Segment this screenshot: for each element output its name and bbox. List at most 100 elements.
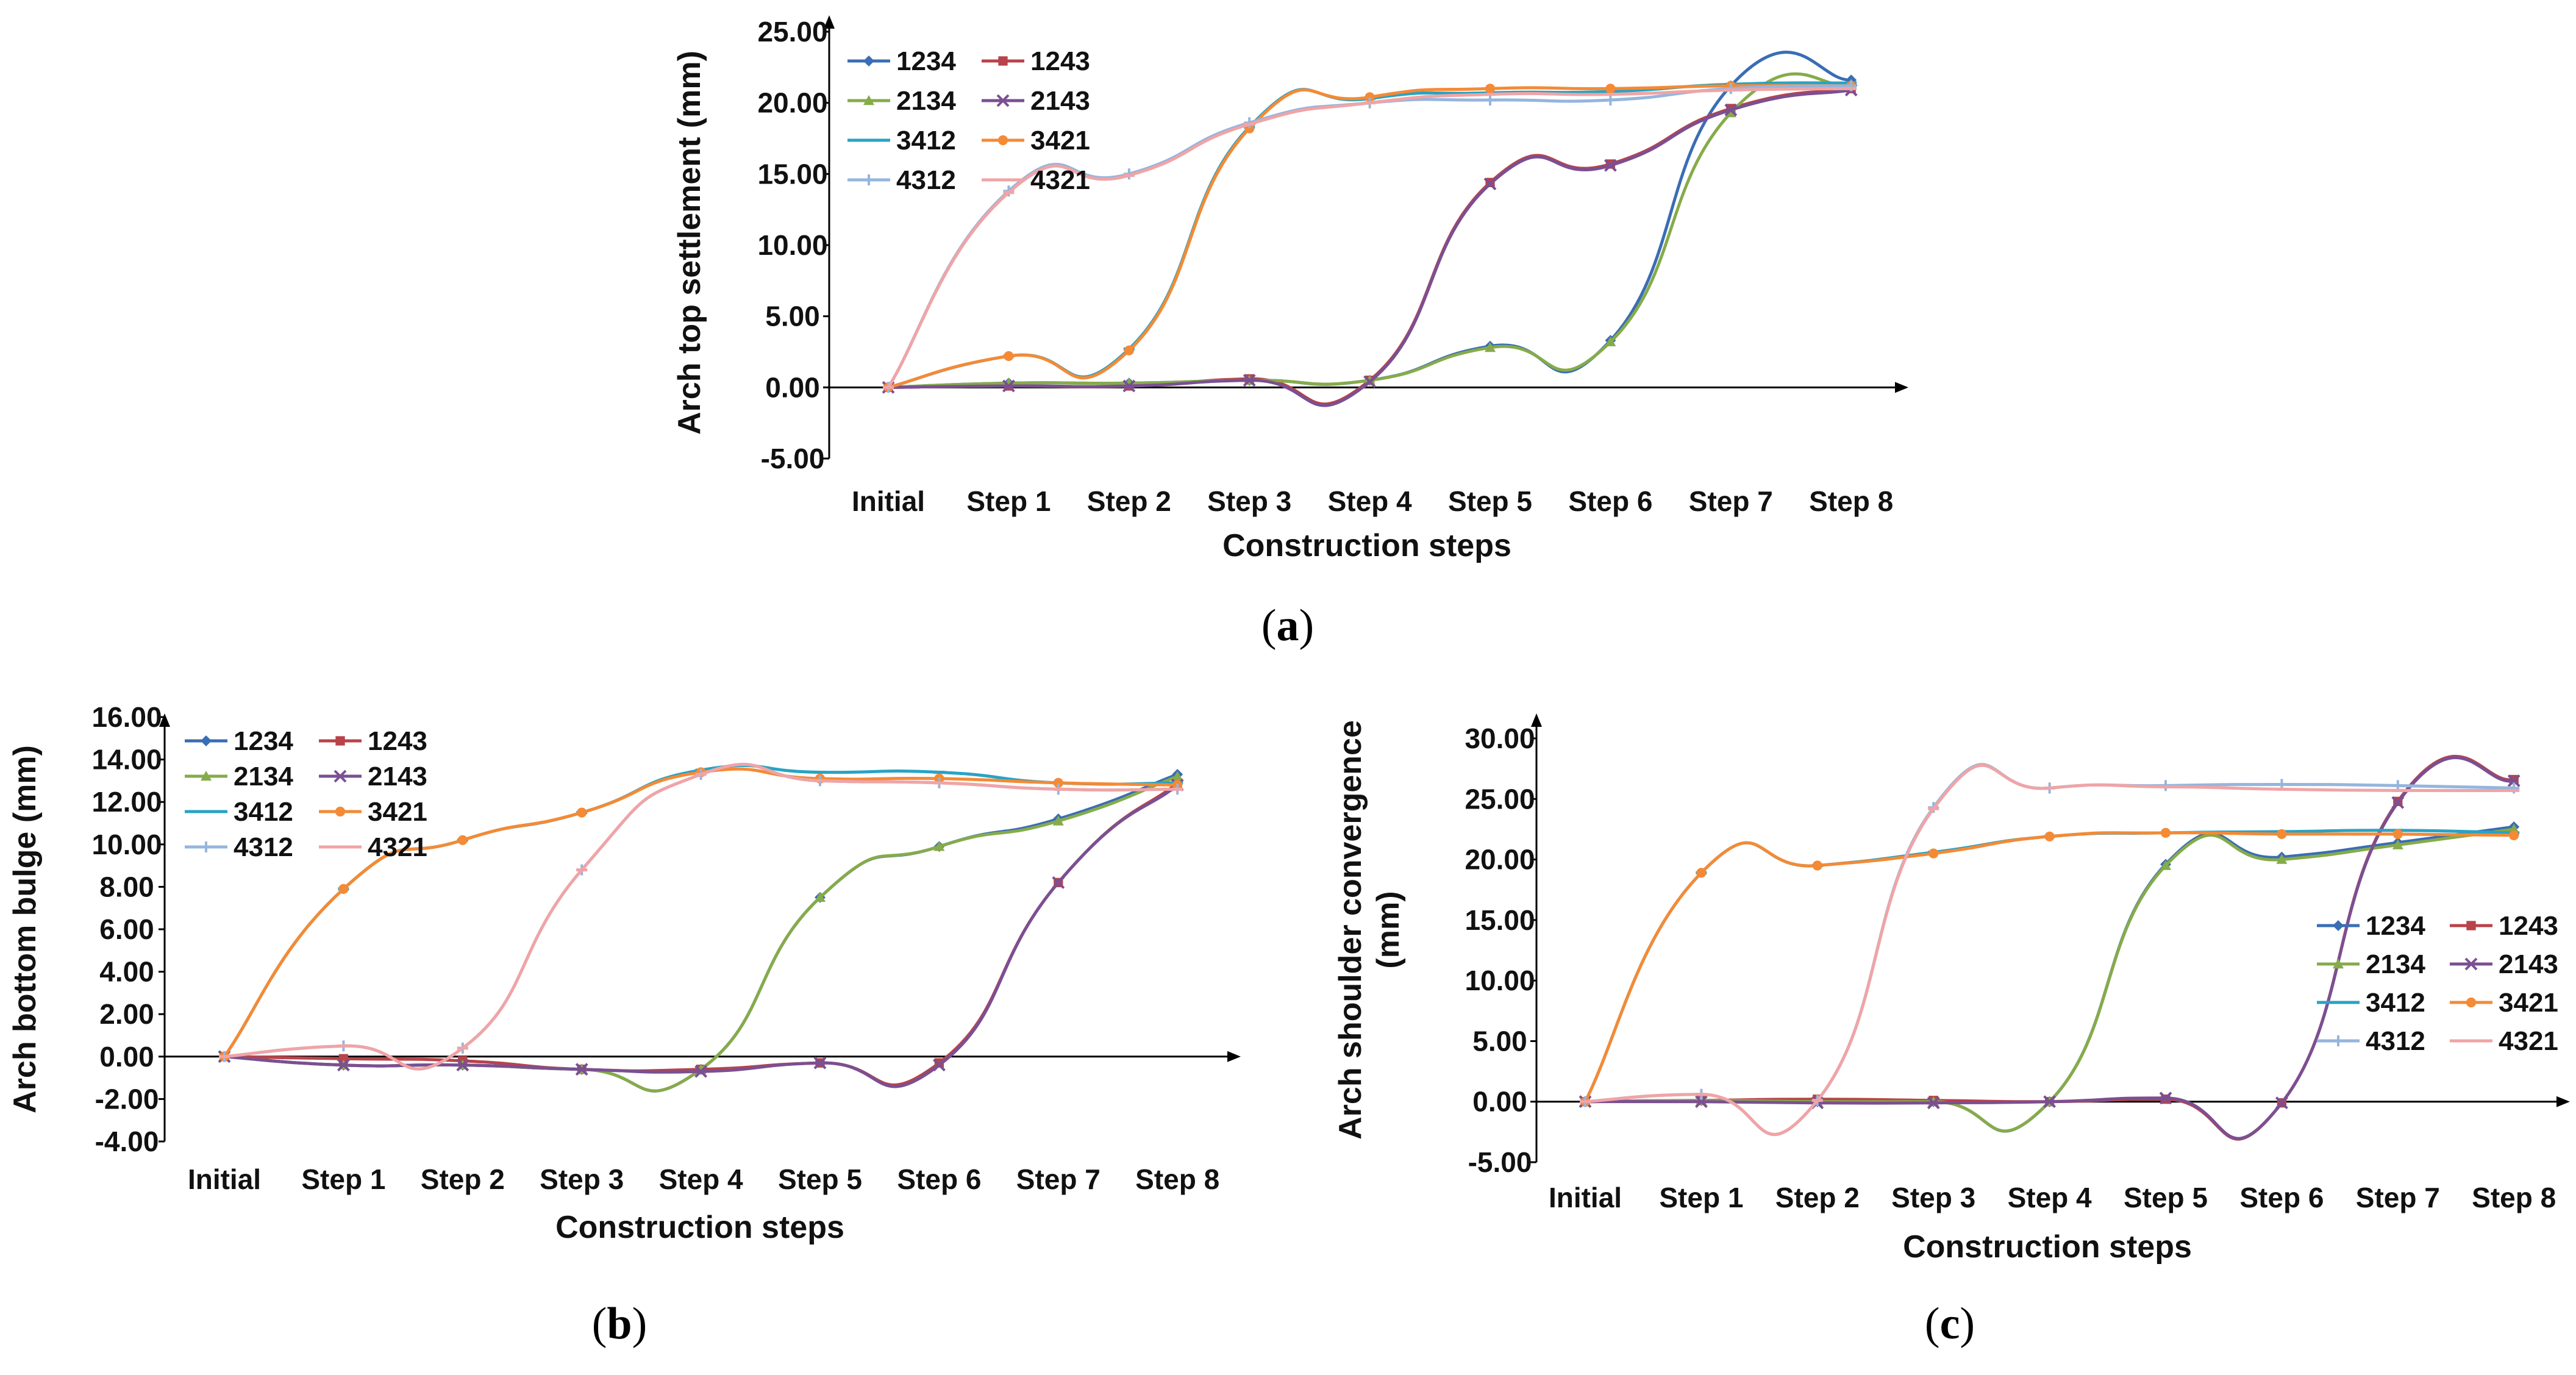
c-point-2143 (2043, 1095, 2057, 1109)
a-x-axis-title: Construction steps (1222, 528, 1511, 563)
a-point-2143-stroke (1483, 177, 1497, 191)
a-legend-marker (996, 94, 1010, 107)
a-legend-marker (997, 178, 1008, 182)
c-legend-marker (2464, 957, 2478, 971)
c-y-axis-title-line: (mm) (1371, 891, 1406, 968)
b-legend-marker (201, 771, 212, 781)
b-point-3421 (338, 884, 349, 894)
a-x-tick-label: Step 6 (1568, 485, 1652, 517)
b-point-4321 (695, 773, 707, 776)
a-point-2143-stroke (1243, 374, 1256, 387)
a-point-4312-stroke (1485, 95, 1496, 105)
b-point-4321 (1172, 787, 1183, 791)
a-y-tick-label: -5.00 (761, 443, 825, 474)
b-legend-marker (335, 845, 346, 849)
b-x-axis-arrow (1227, 1051, 1241, 1062)
b-point-2134 (815, 891, 826, 902)
b-y-tick-label: 4.00 (99, 956, 154, 988)
c-x-tick-label: Step 3 (1891, 1182, 1975, 1213)
a-point-2143-stroke (1604, 159, 1617, 172)
c-legend-label: 2143 (2499, 949, 2558, 979)
b-y-axis-title: Arch bottom bulge (mm) (7, 745, 43, 1113)
c-point-2143-stroke (1694, 1095, 1708, 1109)
a-caption: (a) (1261, 601, 1314, 651)
a-legend-marker (863, 138, 874, 142)
b-point-2143-stroke (813, 1056, 827, 1070)
a-legend-label: 2134 (896, 86, 956, 116)
c-legend-entry-4312: 4312 (2317, 1026, 2425, 1056)
a-x-tick-label: Step 5 (1448, 485, 1532, 517)
a-point-4321 (1846, 87, 1857, 90)
c-point-2143 (2507, 774, 2521, 787)
b-point-3421 (1053, 777, 1063, 788)
c-legend-marker (2333, 1035, 2344, 1046)
c-series-line-1243 (1583, 754, 2516, 1141)
a-legend-label: 4312 (896, 165, 956, 195)
b-legend-entry-3421: 3421 (319, 797, 427, 827)
a-x-tick-label: Step 1 (966, 485, 1051, 517)
b-y-tick-label: 10.00 (91, 829, 162, 860)
c-legend-marker (2333, 920, 2344, 931)
c-legend-entry-2134: 2134 (2317, 949, 2425, 979)
a-x-tick-label: Step 8 (1809, 485, 1893, 517)
a-point-2143 (1483, 177, 1497, 191)
a-point-2143 (1122, 379, 1136, 393)
a-caption-close: ) (1299, 601, 1315, 651)
b-legend-marker (201, 810, 212, 813)
a-point-2143-stroke (1724, 103, 1738, 116)
b-x-tick-label: Step 4 (659, 1163, 743, 1195)
panel-c: -5.00 0.00 5.00 10.00 15.00 20.00 25.00 30.00 In… (1333, 713, 2570, 1349)
b-point-3412 (933, 771, 945, 774)
a-point-2143-stroke (1002, 379, 1015, 393)
a-series-line-2134 (887, 72, 1853, 389)
c-legend-marker (2333, 959, 2344, 969)
c-point-2143 (2275, 1096, 2288, 1110)
c-legend-label: 1234 (2366, 911, 2425, 941)
a-point-3421 (1485, 84, 1496, 94)
b-y-tick-label: -2.00 (95, 1083, 159, 1115)
b-x-tick-label: Initial (188, 1163, 261, 1195)
c-legend-marker (2466, 921, 2476, 930)
b-point-2143 (932, 1059, 946, 1072)
b-legend-label: 4321 (368, 832, 427, 862)
c-point-4321 (1811, 1099, 1823, 1102)
b-point-2143-stroke (1052, 876, 1065, 889)
b-legend-marker (335, 736, 345, 746)
b-y-tick-label: -4.00 (95, 1126, 159, 1157)
c-x-tick-label: Step 7 (2356, 1182, 2440, 1213)
c-legend-entry-2143: 2143 (2450, 949, 2558, 979)
b-x-tick-label: Step 7 (1016, 1163, 1101, 1195)
a-point-3421 (1004, 351, 1014, 362)
a-y-tick-label: 15.00 (757, 158, 827, 190)
b-y-tick-label: 6.00 (99, 913, 154, 945)
a-x-tick-label: Step 3 (1207, 485, 1291, 517)
b-point-4321 (815, 779, 826, 782)
c-legend-label: 4312 (2366, 1026, 2425, 1056)
b-caption-close: ) (632, 1299, 648, 1349)
a-legend-entry-2134: 2134 (847, 86, 956, 116)
c-point-3421 (1812, 860, 1822, 871)
a-point-3421 (1124, 345, 1134, 355)
b-legend-marker (335, 806, 346, 817)
c-point-2143 (1694, 1095, 1708, 1109)
b-x-tick-label: Step 3 (540, 1163, 624, 1195)
b-point-3421 (577, 807, 587, 818)
a-y-tick-label: 20.00 (757, 87, 827, 119)
c-x-tick-label: Step 8 (2472, 1182, 2556, 1213)
b-legend-marker-stroke (334, 770, 347, 783)
b-point-4321 (1052, 787, 1064, 791)
a-point-2143-stroke (1122, 379, 1136, 393)
c-point-2143 (2159, 1091, 2172, 1105)
panel-b: -4.00 -2.00 0.00 2.00 4.00 6.00 8.00 10.00 12.00… (7, 701, 1241, 1349)
c-legend-entry-1243: 1243 (2450, 911, 2558, 941)
c-series-line-2134 (1583, 827, 2516, 1133)
a-series-line-4321 (887, 87, 1853, 389)
b-point-2143-stroke (456, 1059, 469, 1072)
c-y-tick-label: 0.00 (1472, 1086, 1527, 1118)
c-point-4321 (2508, 788, 2520, 792)
c-y-tick-label: 30.00 (1465, 723, 1535, 754)
b-legend-marker (201, 735, 212, 746)
b-point-4321 (933, 781, 945, 785)
b-legend-label: 3421 (368, 797, 427, 827)
a-point-2134 (1725, 107, 1736, 118)
